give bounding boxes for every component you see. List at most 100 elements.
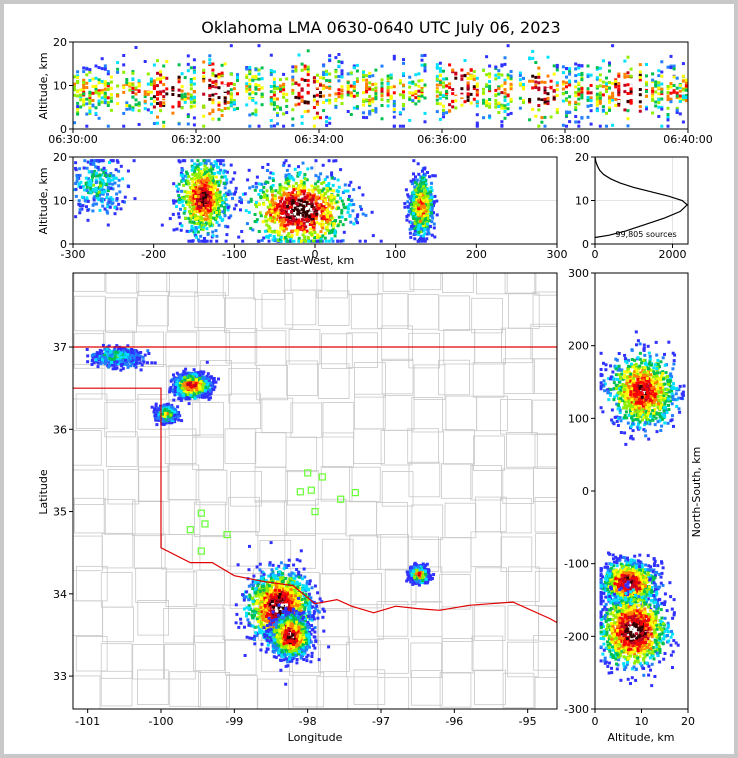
source-cell xyxy=(82,98,86,102)
source-cell xyxy=(626,109,630,113)
source-cell xyxy=(225,233,229,237)
source-cell xyxy=(638,100,642,104)
source-cell xyxy=(302,203,306,206)
source-cell xyxy=(295,591,299,595)
source-cell xyxy=(299,549,303,553)
source-cell xyxy=(280,210,284,214)
source-cell xyxy=(307,205,311,209)
source-cell xyxy=(315,214,318,218)
source-cell xyxy=(183,98,187,101)
source-cell xyxy=(349,113,353,116)
source-cell xyxy=(482,68,485,72)
source-cell xyxy=(122,111,126,115)
source-cell xyxy=(413,232,417,235)
source-cell xyxy=(306,209,310,213)
source-cell xyxy=(302,204,306,208)
source-cell xyxy=(537,72,541,76)
source-cell xyxy=(349,84,353,88)
source-cell xyxy=(162,76,166,80)
source-cell xyxy=(410,225,414,229)
source-cell xyxy=(241,239,245,243)
source-cell xyxy=(218,193,222,197)
source-cell xyxy=(109,159,113,163)
source-cell xyxy=(325,225,329,229)
source-cell xyxy=(293,219,297,223)
source-cell xyxy=(322,101,326,104)
source-cell xyxy=(654,100,658,104)
source-cell xyxy=(183,95,187,99)
source-cell xyxy=(209,207,213,211)
source-cell xyxy=(422,176,426,180)
source-cell xyxy=(261,165,265,169)
source-cell xyxy=(324,192,328,195)
source-cell xyxy=(196,230,200,234)
source-cell xyxy=(568,67,572,71)
source-cell xyxy=(310,166,314,170)
county-outline xyxy=(73,535,103,572)
source-cell xyxy=(128,82,132,86)
source-cell xyxy=(429,190,432,194)
source-cell xyxy=(333,229,337,233)
source-cell xyxy=(475,100,479,104)
source-cell xyxy=(445,111,449,115)
source-cell xyxy=(190,168,194,172)
source-cell xyxy=(675,94,679,98)
source-cell xyxy=(422,204,426,208)
county-outline xyxy=(532,291,557,327)
source-cell xyxy=(605,90,608,93)
source-cell xyxy=(488,75,492,79)
source-cell xyxy=(278,183,282,187)
source-cell xyxy=(214,79,218,83)
source-cell xyxy=(426,225,430,229)
source-cell xyxy=(254,181,258,185)
source-cell xyxy=(420,54,424,58)
source-cell xyxy=(279,84,282,88)
source-cell xyxy=(128,88,132,92)
source-cell xyxy=(307,188,311,192)
source-cell xyxy=(194,229,198,233)
source-cell xyxy=(303,78,307,82)
source-cell xyxy=(159,109,163,113)
source-cell xyxy=(417,187,421,191)
source-cell xyxy=(543,86,547,90)
source-cell xyxy=(325,120,329,124)
source-cell xyxy=(108,174,112,178)
source-cell xyxy=(675,110,679,114)
source-cell xyxy=(199,221,203,225)
ew-height-xlabel: East-West, km xyxy=(276,254,354,267)
source-cell xyxy=(82,66,86,70)
source-cell xyxy=(94,111,98,115)
source-cell xyxy=(91,188,95,192)
source-cell xyxy=(419,182,423,186)
county-outline xyxy=(443,429,475,465)
source-cell xyxy=(207,220,211,224)
county-outline xyxy=(161,534,193,570)
source-cell xyxy=(506,73,510,77)
source-cell xyxy=(341,191,345,194)
county-outline xyxy=(411,396,443,433)
source-cell xyxy=(156,115,159,119)
source-cell xyxy=(537,124,541,128)
source-cell xyxy=(285,234,289,238)
source-cell xyxy=(271,583,275,586)
source-cell xyxy=(106,202,110,206)
source-cell xyxy=(88,68,92,72)
county-outline xyxy=(408,332,440,369)
altitude-tick-label: 10 xyxy=(575,195,589,208)
source-cell xyxy=(100,91,104,95)
source-cell xyxy=(207,197,211,201)
source-cell xyxy=(589,109,593,113)
source-cell xyxy=(577,97,581,101)
source-cell xyxy=(300,95,304,99)
county-outline xyxy=(407,428,439,464)
source-cell xyxy=(320,207,324,211)
source-cell xyxy=(74,187,78,191)
source-cell xyxy=(675,76,679,80)
source-cell xyxy=(543,80,547,84)
source-cell xyxy=(210,198,214,202)
source-cell xyxy=(75,173,79,177)
source-cell xyxy=(268,226,272,230)
source-cell xyxy=(595,103,599,107)
source-cell xyxy=(191,239,195,243)
source-cell xyxy=(623,75,627,79)
